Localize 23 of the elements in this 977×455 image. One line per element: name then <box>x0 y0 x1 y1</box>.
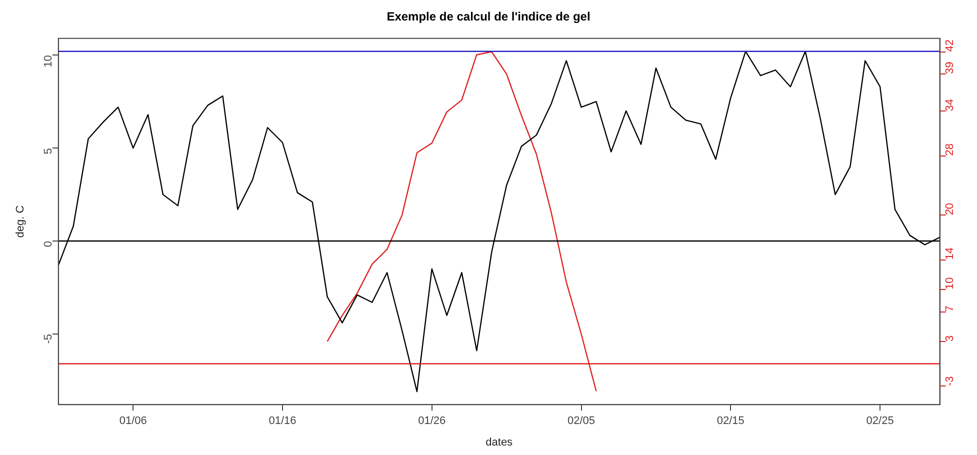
y-tick-label: 5 <box>42 148 54 154</box>
y2-tick-label: 28 <box>944 144 956 156</box>
y2-tick-label: 39 <box>944 62 956 74</box>
y2-tick-label: 7 <box>944 306 956 312</box>
y2-tick-label: -3 <box>944 376 956 386</box>
x-tick-label: 02/15 <box>716 415 744 428</box>
x-tick-label: 01/16 <box>268 415 296 428</box>
y-tick-label: 10 <box>42 55 54 68</box>
x-tick-label: 01/06 <box>119 415 147 428</box>
y2-tick-label: 10 <box>944 277 956 290</box>
x-tick-label: 02/05 <box>568 415 596 428</box>
y2-tick-label: 3 <box>944 335 956 342</box>
y2-tick-label: 42 <box>944 40 956 52</box>
y2-tick-label: 34 <box>944 98 956 112</box>
chart-title: Exemple de calcul de l'indice de gel <box>386 10 590 24</box>
x-tick-label: 02/25 <box>866 415 894 428</box>
y-tick-label: -5 <box>42 334 54 344</box>
x-tick-label: 01/26 <box>418 415 446 428</box>
y-tick-label: 0 <box>42 241 54 248</box>
y-axis-title: deg. C <box>14 205 27 238</box>
y2-tick-label: 20 <box>944 202 956 216</box>
y2-tick-label: 14 <box>944 248 956 260</box>
x-axis-title: dates <box>486 436 514 448</box>
